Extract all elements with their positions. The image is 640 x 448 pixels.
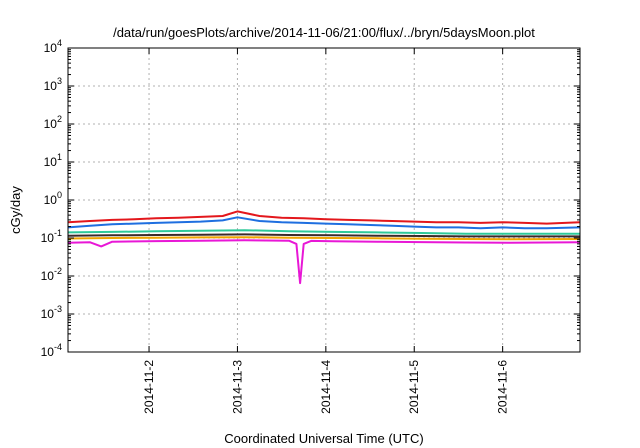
grid [68, 48, 580, 352]
series-line-4 [67, 233, 580, 238]
y-tick-label: 104 [44, 38, 62, 55]
series-line-3 [67, 229, 580, 235]
y-tick-label: 10-4 [41, 342, 62, 359]
chart-title: /data/run/goesPlots/archive/2014-11-06/2… [113, 25, 535, 40]
x-tick-label: 2014-11-4 [319, 360, 333, 414]
y-tick-label: 102 [44, 114, 62, 131]
series-line-5 [67, 236, 581, 241]
y-tick-label: 103 [44, 76, 62, 93]
x-tick-label: 2014-11-3 [230, 360, 244, 414]
y-tick-label: 101 [44, 152, 62, 169]
series-line-1 [67, 210, 581, 225]
y-tick-label: 10-2 [41, 266, 62, 283]
y-axis-label: cGy/day [8, 186, 23, 234]
x-tick-label: 2014-11-6 [496, 360, 510, 414]
series-line-2 [67, 216, 581, 230]
series-line-6 [67, 239, 581, 285]
x-axis-label: Coordinated Universal Time (UTC) [224, 431, 423, 446]
y-tick-label: 100 [44, 190, 62, 207]
ticks: 10-4 10-3 10-2 10-1 100 101 102 103 104 2014-11-2… [41, 38, 580, 414]
x-tick-label: 2014-11-5 [407, 360, 421, 414]
y-tick-label: 10-1 [41, 228, 62, 245]
series-layer [67, 210, 581, 285]
y-tick-label: 10-3 [41, 304, 62, 321]
x-tick-label: 2014-11-2 [142, 360, 156, 414]
